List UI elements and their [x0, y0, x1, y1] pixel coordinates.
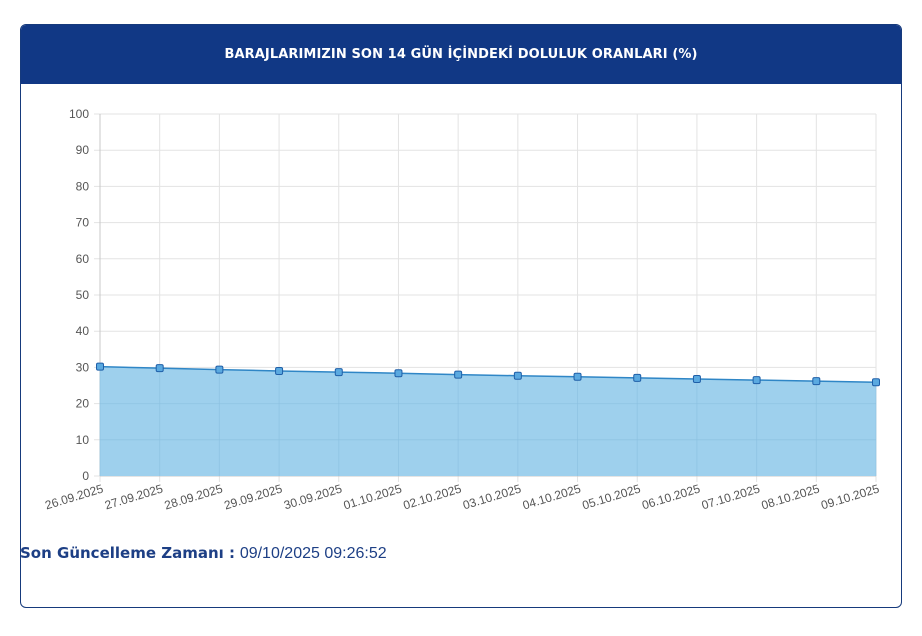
data-point: [633, 373, 642, 382]
y-tick-label: 60: [76, 252, 90, 266]
data-point: [275, 367, 284, 376]
x-tick-label: 26.09.2025: [43, 481, 105, 512]
series-area: [100, 366, 876, 476]
x-tick-label: 03.10.2025: [461, 481, 523, 512]
x-tick-label: 28.09.2025: [163, 481, 225, 512]
data-point: [454, 370, 463, 379]
x-tick-label: 01.10.2025: [342, 481, 404, 512]
data-point: [872, 378, 880, 387]
data-point: [155, 364, 164, 373]
y-tick-label: 70: [76, 216, 90, 230]
y-tick-label: 40: [76, 324, 90, 338]
series-line: [99, 365, 877, 383]
y-tick-label: 90: [76, 143, 90, 157]
last-update-label: Son Güncelleme Zamanı :: [20, 544, 236, 562]
data-point: [752, 376, 761, 385]
y-tick-label: 20: [76, 397, 90, 411]
data-point: [573, 372, 582, 381]
data-point: [96, 362, 104, 371]
x-tick-label: 02.10.2025: [401, 481, 463, 512]
y-tick-label: 0: [82, 469, 89, 483]
x-tick-label: 06.10.2025: [640, 481, 702, 512]
y-tick-label: 100: [69, 107, 89, 121]
data-point: [692, 374, 701, 383]
x-tick-label: 29.09.2025: [222, 481, 284, 512]
y-tick-label: 10: [76, 433, 90, 447]
data-point: [812, 377, 821, 386]
last-update: Son Güncelleme Zamanı : 09/10/2025 09:26…: [20, 544, 387, 563]
x-tick-label: 30.09.2025: [282, 481, 344, 512]
data-point: [513, 371, 522, 380]
data-point: [215, 365, 224, 374]
x-tick-label: 04.10.2025: [521, 481, 583, 512]
chart-card: BARAJLARIMIZIN SON 14 GÜN İÇİNDEKİ DOLUL…: [20, 24, 902, 608]
data-point: [334, 368, 343, 377]
y-tick-label: 80: [76, 179, 90, 193]
data-point: [394, 369, 403, 378]
y-tick-label: 30: [76, 360, 90, 374]
y-tick-label: 50: [76, 288, 90, 302]
x-tick-label: 09.10.2025: [819, 481, 881, 512]
x-tick-label: 05.10.2025: [581, 481, 643, 512]
x-tick-label: 27.09.2025: [103, 481, 165, 512]
card-title: BARAJLARIMIZIN SON 14 GÜN İÇİNDEKİ DOLUL…: [21, 25, 901, 84]
x-tick-label: 08.10.2025: [760, 481, 822, 512]
last-update-value: 09/10/2025 09:26:52: [239, 545, 387, 562]
x-tick-label: 07.10.2025: [700, 481, 762, 512]
